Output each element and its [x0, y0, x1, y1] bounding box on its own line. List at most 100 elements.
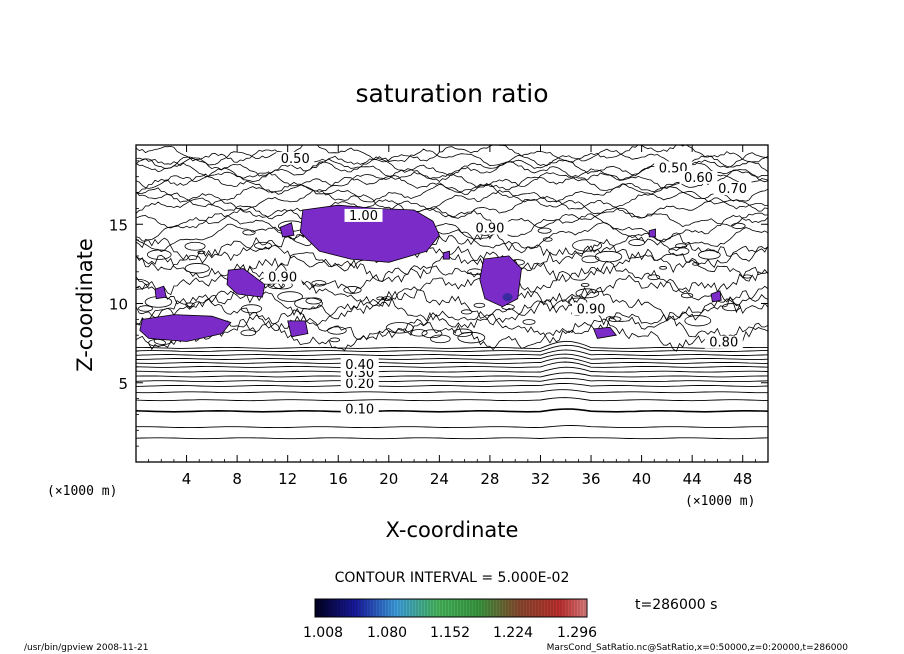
contour-label: 0.80 — [709, 336, 738, 351]
contour-label: 0.70 — [718, 182, 747, 197]
contour-line — [136, 361, 768, 368]
contour-loop — [185, 302, 195, 307]
contour-loop — [240, 329, 257, 337]
x-tick-label: 4 — [182, 470, 192, 488]
contour-line — [136, 340, 768, 349]
contour-loop — [684, 315, 712, 327]
contour-line — [136, 372, 768, 378]
contour-line — [136, 318, 768, 352]
x-axis-label: X-coordinate — [386, 518, 519, 542]
contour-line — [136, 349, 768, 356]
x-axis-unit: (×1000 m) — [685, 494, 755, 509]
y-tick-label: 10 — [109, 296, 128, 314]
contour-loop — [430, 334, 451, 344]
contour-line — [136, 397, 768, 402]
supersaturated-region — [287, 320, 309, 338]
contour-line — [136, 260, 768, 296]
contour-label-bg — [340, 402, 379, 416]
contour-label: 0.10 — [345, 402, 374, 417]
contour-loop — [184, 241, 206, 251]
contour-interval: CONTOUR INTERVAL = 5.000E-02 — [335, 570, 570, 586]
contour-loop — [680, 292, 694, 299]
y-tick-label: 15 — [109, 216, 128, 234]
colorbar-tick-label: 1.296 — [557, 625, 597, 641]
contour-loop — [522, 319, 536, 325]
contour-loop — [731, 222, 746, 229]
contour-loop — [501, 304, 515, 310]
contour-loop — [473, 302, 486, 308]
supersaturated-region — [154, 285, 167, 300]
contour-line — [136, 377, 768, 383]
contour-loop — [385, 322, 414, 334]
contour-line — [136, 436, 768, 440]
supersaturated-region — [442, 250, 450, 260]
contour-loop — [675, 243, 688, 249]
supersaturated-region — [648, 228, 656, 238]
contour-label: 0.40 — [345, 358, 374, 373]
contour-label: 0.90 — [475, 222, 504, 237]
x-tick-label: 12 — [278, 470, 297, 488]
contour-loop — [254, 241, 272, 250]
contour-loop — [594, 250, 623, 263]
contour-line — [136, 344, 768, 352]
contour-line — [136, 286, 768, 321]
contour-loop — [329, 337, 341, 343]
contour-line — [136, 382, 768, 387]
contour-loop — [628, 239, 645, 247]
contour-label: 0.20 — [345, 377, 374, 392]
x-tick-label: 40 — [632, 470, 651, 488]
contour-label-bg — [263, 270, 302, 284]
y-axis-label: Z-coordinate — [73, 238, 97, 372]
contour-loop — [692, 262, 700, 266]
supersaturated-core — [502, 293, 513, 302]
contour-field: 0.100.200.300.400.500.500.600.700.800.90… — [136, 145, 768, 440]
contour-line — [136, 309, 768, 344]
contour-label-bg — [470, 221, 509, 235]
contour-loop — [659, 266, 668, 270]
supersaturated-region — [226, 268, 266, 298]
contour-loop — [311, 280, 327, 287]
contour-loop — [457, 331, 486, 344]
contour-loop — [467, 268, 483, 276]
contour-loop — [580, 283, 590, 287]
plot-frame — [135, 144, 769, 463]
contour-label-bg — [340, 376, 379, 390]
contour-label-bg — [276, 151, 315, 165]
contour-line — [136, 207, 768, 229]
x-tick-label: 32 — [531, 470, 550, 488]
y-axis-ticks: 5 10 15 — [109, 160, 768, 447]
contour-loop — [138, 305, 153, 312]
contour-line — [136, 189, 768, 212]
y-tick-label: 5 — [118, 375, 128, 393]
contour-label-bg — [344, 208, 383, 222]
x-tick-label: 36 — [581, 470, 600, 488]
x-tick-label: 28 — [480, 470, 499, 488]
contour-label-bg — [340, 357, 379, 371]
contour-label: 1.00 — [349, 209, 378, 224]
contour-label: 0.90 — [577, 302, 606, 317]
colorbar-tick-label: 1.008 — [303, 625, 343, 641]
contour-loop — [148, 338, 166, 347]
supersaturated-region — [279, 222, 295, 238]
contour-line — [136, 221, 768, 252]
contour-line — [136, 212, 768, 243]
contour-loop — [581, 255, 600, 264]
contour-loop — [537, 227, 552, 234]
contour-line — [136, 408, 768, 413]
contour-line — [136, 389, 768, 394]
supersaturated-region — [593, 326, 618, 339]
x-tick-label: 44 — [683, 470, 702, 488]
y-axis-unit: (×1000 m) — [47, 484, 117, 499]
contour-line — [136, 357, 768, 364]
contour-loop — [343, 286, 362, 294]
x-tick-label: 20 — [379, 470, 398, 488]
contour-loop — [460, 309, 473, 315]
x-tick-label: 8 — [232, 470, 242, 488]
contour-line — [136, 366, 768, 373]
contour-loop — [668, 246, 690, 256]
supersaturated-region — [710, 290, 722, 303]
supersaturated-region — [299, 204, 440, 263]
contour-line — [136, 145, 768, 164]
contour-loop — [542, 237, 553, 242]
